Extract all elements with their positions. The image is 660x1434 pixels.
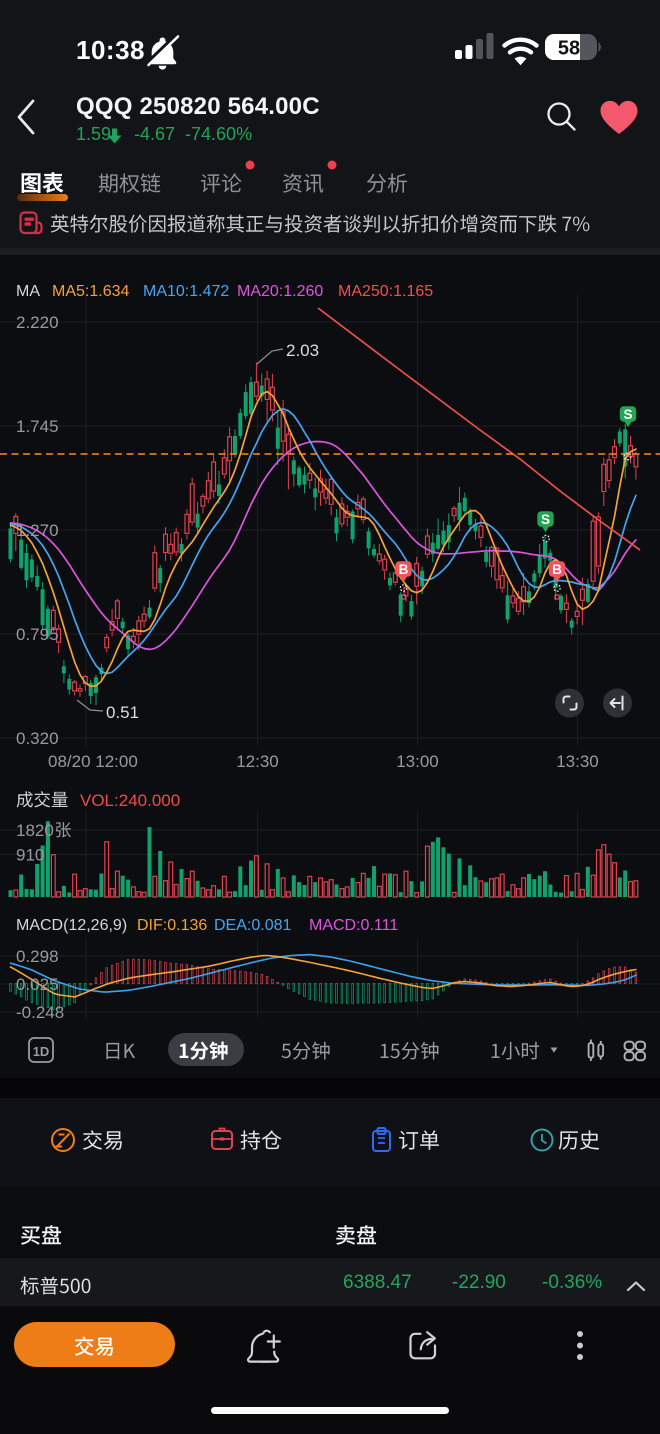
svg-text:0.025: 0.025 xyxy=(16,975,59,994)
svg-text:MA20:1.260: MA20:1.260 xyxy=(237,283,323,300)
svg-text:MA10:1.472: MA10:1.472 xyxy=(143,283,229,300)
svg-text:08/20 12:00: 08/20 12:00 xyxy=(48,752,138,771)
svg-text:1.270: 1.270 xyxy=(16,521,59,540)
svg-text:-0.248: -0.248 xyxy=(16,1003,64,1022)
svg-text:1820: 1820 xyxy=(16,821,54,840)
svg-text:910: 910 xyxy=(16,846,44,865)
svg-text:0.298: 0.298 xyxy=(16,947,59,966)
svg-text:13:00: 13:00 xyxy=(396,752,439,771)
svg-text:1D: 1D xyxy=(33,1044,50,1059)
svg-text:MA5:1.634: MA5:1.634 xyxy=(52,283,129,300)
svg-text:2.03: 2.03 xyxy=(286,341,319,360)
svg-text:DIF:0.136: DIF:0.136 xyxy=(137,917,207,934)
svg-text:1.745: 1.745 xyxy=(16,417,59,436)
svg-text:0.795: 0.795 xyxy=(16,625,59,644)
svg-text:MACD:0.111: MACD:0.111 xyxy=(309,917,398,934)
svg-text:MACD(12,26,9): MACD(12,26,9) xyxy=(16,917,127,934)
svg-text:12:30: 12:30 xyxy=(236,752,279,771)
svg-text:0.320: 0.320 xyxy=(16,729,59,748)
svg-text:MA: MA xyxy=(16,283,40,300)
svg-text:S: S xyxy=(541,512,550,527)
svg-text:B: B xyxy=(552,562,562,577)
svg-text:S: S xyxy=(623,407,632,422)
svg-text:0.51: 0.51 xyxy=(106,703,139,722)
svg-text:58: 58 xyxy=(558,38,580,60)
svg-text:13:30: 13:30 xyxy=(556,752,599,771)
svg-text:2.220: 2.220 xyxy=(16,313,59,332)
svg-text:DEA:0.081: DEA:0.081 xyxy=(214,917,291,934)
svg-text:B: B xyxy=(399,562,409,577)
svg-text:MA250:1.165: MA250:1.165 xyxy=(338,283,433,300)
